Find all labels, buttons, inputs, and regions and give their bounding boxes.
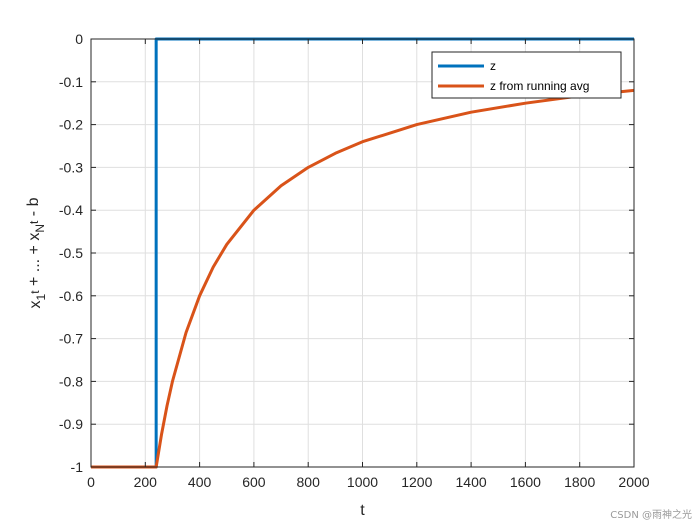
y-tick-label: -0.4 [59, 202, 83, 218]
legend-box [431, 51, 622, 99]
watermark: CSDN @雨神之光 [610, 510, 692, 521]
y-tick-label: -0.3 [59, 159, 83, 175]
series-line-2 [91, 88, 635, 469]
y-tick-label: -0.8 [59, 373, 83, 389]
grid-lines [90, 38, 635, 468]
y-tick-label: 0 [75, 31, 83, 47]
y-axis-label: x1t + ... + xNt - b [25, 197, 48, 308]
x-axis-label: t [360, 502, 365, 519]
x-tick-label: 1200 [401, 474, 432, 490]
y-axis-label-part: 1 [34, 293, 48, 300]
y-tick-labels: 0 -0.1 -0.2 -0.3 -0.4 -0.5 -0.6 -0.7 -0.8 -0.9 -1 [59, 31, 83, 475]
y-axis-label-part: - b [25, 197, 42, 220]
x-tick-label: 2000 [618, 474, 649, 490]
y-axis-label-part: t [28, 290, 42, 294]
y-axis-label-part: N [33, 224, 47, 233]
y-tick-label: -0.1 [59, 74, 83, 90]
y-tick-label: -0.6 [59, 288, 83, 304]
x-tick-labels: 0 200 400 600 800 1000 1200 1400 1600 1800 2000 [87, 474, 650, 490]
y-axis-label-part: + ... + x [26, 233, 43, 291]
y-tick-label: -1 [71, 459, 84, 475]
x-tick-label: 0 [87, 474, 95, 490]
x-tick-label: 1000 [347, 474, 378, 490]
x-tick-label: 1400 [456, 474, 487, 490]
y-tick-label: -0.5 [59, 245, 83, 261]
y-tick-label: -0.7 [59, 331, 83, 347]
y-axis-label-part: t [27, 220, 41, 224]
x-tick-label: 200 [134, 474, 158, 490]
y-tick-label: -0.9 [59, 416, 83, 432]
x-tick-label: 800 [297, 474, 321, 490]
x-tick-label: 400 [188, 474, 212, 490]
legend-label-1: z [490, 59, 496, 73]
x-tick-label: 1800 [564, 474, 595, 490]
y-axis-label-part: x [27, 300, 44, 308]
legend: z z from running avg [431, 51, 622, 99]
y-tick-label: -0.2 [59, 117, 83, 133]
legend-label-2: z from running avg [490, 79, 589, 93]
x-tick-label: 1600 [510, 474, 541, 490]
tick-marks [90, 38, 635, 468]
x-tick-label: 600 [242, 474, 266, 490]
